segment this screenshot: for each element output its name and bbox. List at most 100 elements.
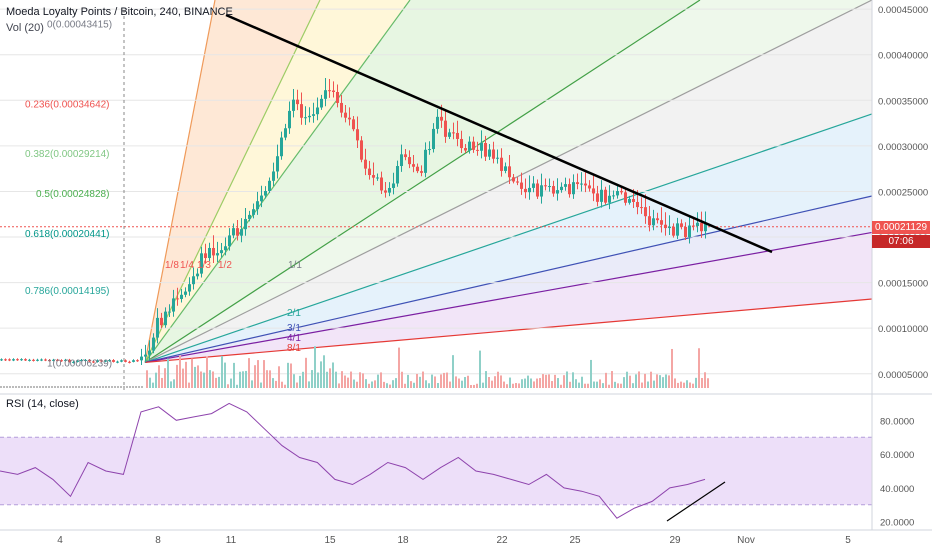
volume-bar	[350, 371, 352, 388]
volume-bar	[416, 373, 418, 388]
candle-body	[648, 216, 651, 226]
candle-body	[380, 177, 383, 191]
candle-body	[376, 177, 379, 179]
volume-bar	[287, 362, 289, 388]
volume-bar	[230, 378, 232, 388]
fan-labels: 1/8 1/4 1/3 1/2 1/1 2/1 3/14/18/1	[165, 260, 302, 354]
volume-bar	[281, 381, 283, 388]
candle-body	[180, 294, 183, 299]
volume-bar	[275, 380, 277, 388]
volume-bar	[329, 368, 331, 388]
candle-body	[140, 356, 143, 361]
volume-bar	[93, 386, 95, 388]
volume-bar	[284, 384, 286, 388]
time-tick-label: Nov	[737, 535, 755, 546]
volume-bar	[54, 386, 56, 388]
volume-bar	[344, 375, 346, 388]
volume-label: Vol (20)	[6, 22, 44, 34]
candle-body	[120, 360, 123, 362]
candle-body	[532, 183, 535, 188]
volume-bar	[146, 370, 148, 388]
volume-bar	[575, 379, 577, 388]
candle-body	[200, 253, 203, 274]
candle-body	[160, 317, 163, 326]
volume-bar	[6, 386, 8, 388]
volume-bar	[485, 371, 487, 388]
volume-bar	[536, 378, 538, 388]
volume-bar	[662, 377, 664, 388]
volume-bar	[117, 386, 119, 388]
volume-bar	[560, 384, 562, 388]
volume-bar	[126, 386, 128, 388]
candle-body	[328, 90, 331, 92]
candle-body	[232, 228, 235, 236]
candle-body	[28, 359, 31, 361]
chart-title: Moeda Loyalty Points / Bitcoin, 240, BIN…	[6, 6, 233, 18]
candle-body	[12, 359, 15, 361]
candle-body	[696, 222, 699, 227]
volume-bar	[599, 379, 601, 388]
volume-bar	[512, 383, 514, 388]
candle-body	[300, 104, 303, 118]
volume-bar	[428, 383, 430, 388]
volume-bar	[467, 375, 469, 388]
candle-body	[400, 154, 403, 167]
volume-bar	[434, 376, 436, 388]
volume-bar	[464, 377, 466, 388]
volume-bar	[413, 382, 415, 388]
volume-bar	[141, 386, 143, 388]
volume-bar	[42, 386, 44, 388]
volume-bar	[431, 374, 433, 388]
candle-body	[412, 164, 415, 167]
candle-body	[476, 149, 479, 151]
candle-body	[672, 226, 675, 236]
volume-bar	[635, 374, 637, 388]
candle-body	[460, 138, 463, 149]
fib-level-label: 0.236(0.00034642)	[25, 100, 110, 111]
volume-bar	[191, 358, 193, 388]
descending-trendline	[225, 13, 773, 254]
candle-body	[704, 223, 707, 232]
candle-body	[336, 91, 339, 103]
candle-body	[492, 149, 495, 159]
candle-body	[652, 218, 655, 226]
fib-level-label: 0.5(0.00024828)	[36, 189, 109, 200]
candle-body	[572, 182, 575, 195]
price-tick-label: 0.00045000	[878, 5, 928, 16]
candle-body	[320, 98, 323, 108]
time-tick-label: 4	[57, 535, 63, 546]
candle-body	[500, 157, 503, 171]
fan-line	[144, 298, 873, 364]
volume-bar	[81, 386, 83, 388]
candle-body	[204, 253, 207, 259]
volume-bar	[75, 386, 77, 388]
volume-bar	[66, 386, 68, 388]
volume-bar	[449, 381, 451, 388]
candle-body	[432, 128, 435, 150]
candle-body	[464, 148, 467, 151]
volume-bar	[602, 383, 604, 388]
rsi-tick-label: 80.0000	[880, 416, 914, 427]
volume-bar	[87, 386, 89, 388]
fan-label: 3/1	[287, 323, 301, 334]
candle-body	[20, 359, 23, 361]
candle-body	[288, 110, 291, 129]
fan-line	[144, 0, 873, 364]
candle-body	[568, 184, 571, 195]
candle-body	[576, 182, 579, 185]
volume-bar	[533, 381, 535, 388]
volume-bar	[90, 386, 92, 388]
volume-bar	[111, 386, 113, 388]
candle-body	[384, 190, 387, 193]
volume-bar	[197, 365, 199, 388]
candle-body	[656, 218, 659, 221]
candle-body	[172, 298, 175, 312]
volume-bar	[200, 371, 202, 388]
candle-body	[444, 120, 447, 137]
candle-body	[32, 359, 35, 361]
candle-body	[700, 222, 703, 232]
volume-bar	[84, 386, 86, 388]
volume-bar	[689, 382, 691, 388]
fan-label: 2/1	[287, 308, 301, 319]
